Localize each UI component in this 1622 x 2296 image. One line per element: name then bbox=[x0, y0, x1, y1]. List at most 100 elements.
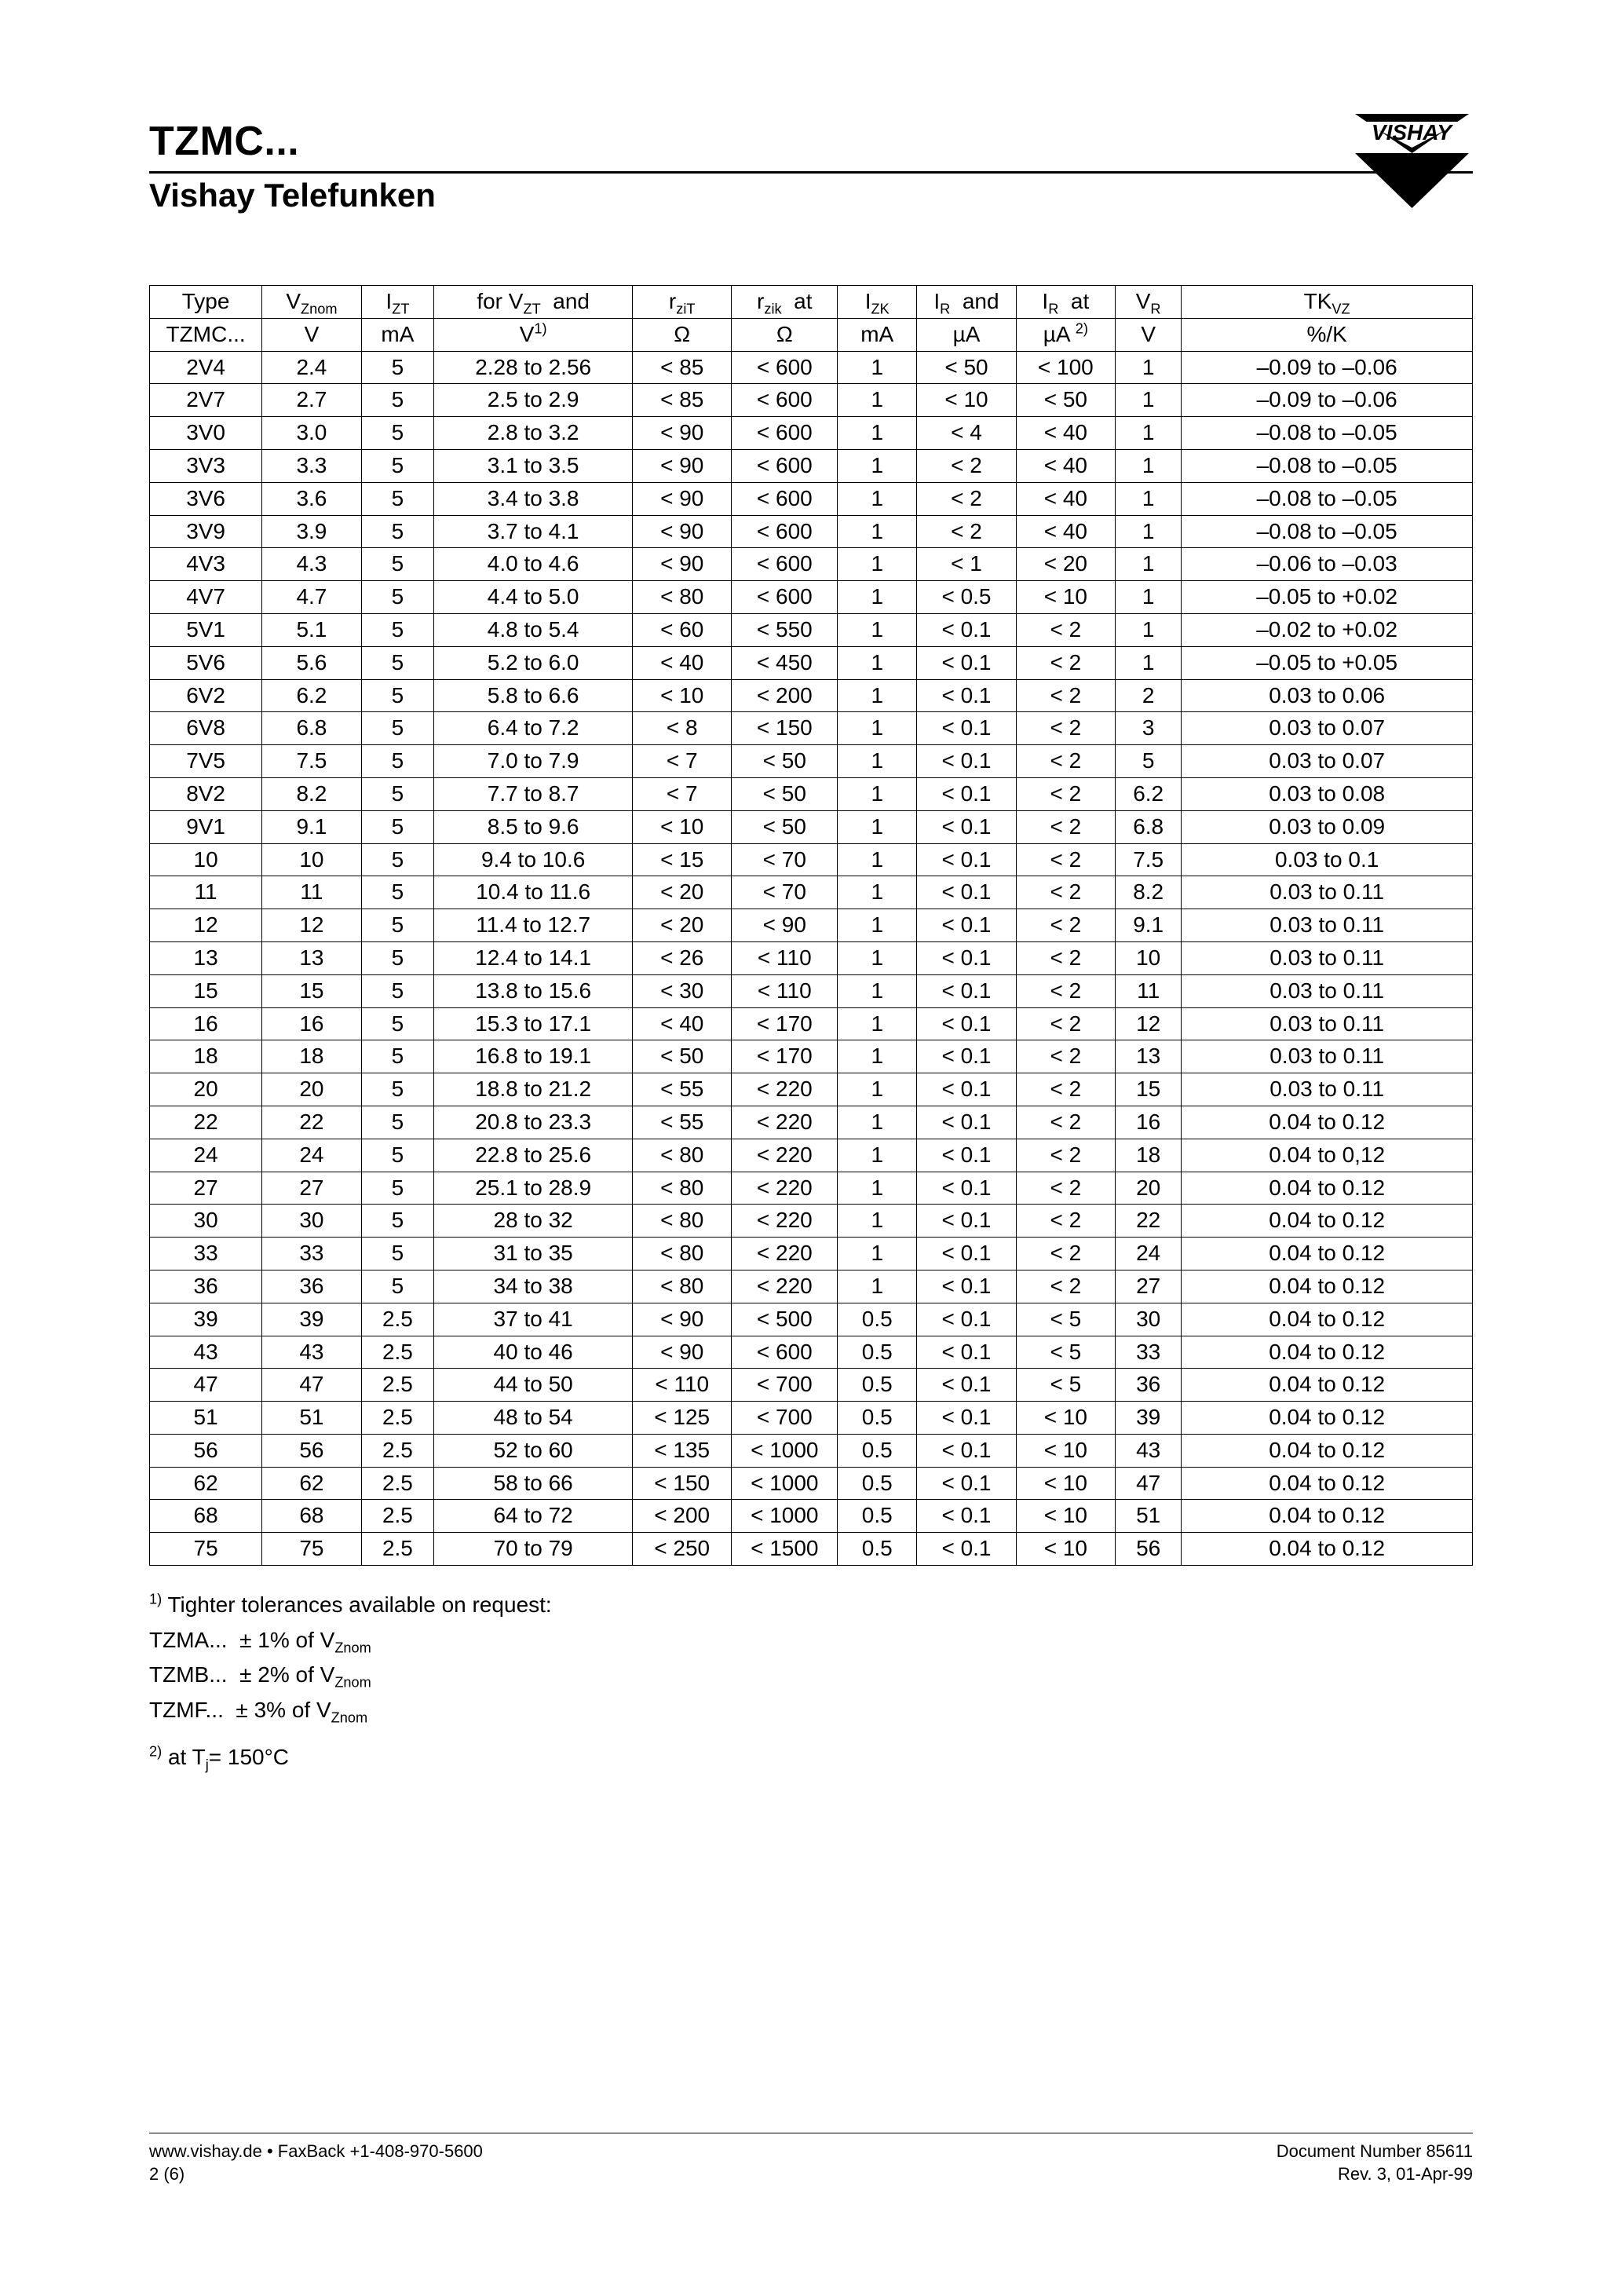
cell: < 150 bbox=[732, 712, 838, 745]
cell: < 8 bbox=[633, 712, 732, 745]
cell: 5 bbox=[361, 941, 434, 974]
cell: 3 bbox=[1116, 712, 1182, 745]
cell: < 1000 bbox=[732, 1467, 838, 1500]
cell: < 0.1 bbox=[917, 974, 1016, 1007]
table-body: 2V42.452.28 to 2.56< 85< 6001< 50< 1001–… bbox=[150, 351, 1473, 1565]
cell: 5.1 bbox=[262, 613, 361, 646]
cell: 34 to 38 bbox=[434, 1270, 633, 1303]
cell: < 0.1 bbox=[917, 1402, 1016, 1435]
cell: < 30 bbox=[633, 974, 732, 1007]
col-header-izk: IZK bbox=[838, 286, 917, 319]
cell: 0.03 to 0.09 bbox=[1182, 810, 1473, 843]
cell: < 600 bbox=[732, 482, 838, 515]
cell: 9.1 bbox=[262, 810, 361, 843]
cell: < 50 bbox=[732, 810, 838, 843]
cell: 5 bbox=[361, 384, 434, 417]
cell: < 0.1 bbox=[917, 1172, 1016, 1205]
cell: 1 bbox=[838, 909, 917, 942]
cell: < 50 bbox=[633, 1040, 732, 1073]
cell: 75 bbox=[262, 1533, 361, 1566]
cell: 13 bbox=[150, 941, 262, 974]
col-unit-izk: mA bbox=[838, 318, 917, 351]
cell: < 10 bbox=[1016, 1533, 1115, 1566]
footnote-1-intro: 1) Tighter tolerances available on reque… bbox=[149, 1589, 1473, 1621]
cell: 75 bbox=[150, 1533, 262, 1566]
footnote-tzmb: TZMB... ± 2% of VZnom bbox=[149, 1659, 1473, 1691]
table-row: 3V93.953.7 to 4.1< 90< 6001< 2< 401–0.08… bbox=[150, 515, 1473, 548]
cell: 24 bbox=[150, 1139, 262, 1172]
cell: 33 bbox=[1116, 1336, 1182, 1369]
cell: 22.8 to 25.6 bbox=[434, 1139, 633, 1172]
cell: 15 bbox=[1116, 1073, 1182, 1106]
cell: 5 bbox=[361, 1238, 434, 1270]
cell: 5 bbox=[361, 777, 434, 810]
cell: 30 bbox=[1116, 1303, 1182, 1336]
cell: < 0.1 bbox=[917, 909, 1016, 942]
cell: 1 bbox=[838, 679, 917, 712]
cell: –0.02 to +0.02 bbox=[1182, 613, 1473, 646]
cell: 1 bbox=[838, 581, 917, 614]
table-row: 4V34.354.0 to 4.6< 90< 6001< 1< 201–0.06… bbox=[150, 548, 1473, 581]
cell: 18.8 to 21.2 bbox=[434, 1073, 633, 1106]
cell: 36 bbox=[1116, 1369, 1182, 1402]
cell: 44 to 50 bbox=[434, 1369, 633, 1402]
cell: < 600 bbox=[732, 581, 838, 614]
cell: < 90 bbox=[633, 548, 732, 581]
footer-left: www.vishay.de • FaxBack +1-408-970-5600 … bbox=[149, 2140, 483, 2186]
cell: < 170 bbox=[732, 1007, 838, 1040]
cell: < 110 bbox=[732, 941, 838, 974]
cell: 20.8 to 23.3 bbox=[434, 1106, 633, 1139]
cell: < 0.1 bbox=[917, 843, 1016, 876]
table-row: 4V74.754.4 to 5.0< 80< 6001< 0.5< 101–0.… bbox=[150, 581, 1473, 614]
cell: 24 bbox=[1116, 1238, 1182, 1270]
cell: < 1000 bbox=[732, 1500, 838, 1533]
cell: 10 bbox=[1116, 941, 1182, 974]
cell: 5 bbox=[361, 1106, 434, 1139]
cell: 9.1 bbox=[1116, 909, 1182, 942]
cell: 58 to 66 bbox=[434, 1467, 633, 1500]
cell: 8.2 bbox=[262, 777, 361, 810]
cell: 5 bbox=[361, 1040, 434, 1073]
cell: 0.5 bbox=[838, 1533, 917, 1566]
cell: 1 bbox=[838, 482, 917, 515]
cell: 13 bbox=[1116, 1040, 1182, 1073]
cell: 3.7 to 4.1 bbox=[434, 515, 633, 548]
cell: 33 bbox=[150, 1238, 262, 1270]
cell: 4V3 bbox=[150, 548, 262, 581]
cell: < 50 bbox=[732, 777, 838, 810]
cell: 18 bbox=[262, 1040, 361, 1073]
cell: 1 bbox=[838, 1270, 917, 1303]
cell: 1 bbox=[838, 417, 917, 450]
cell: 5V1 bbox=[150, 613, 262, 646]
cell: < 2 bbox=[1016, 1073, 1115, 1106]
footer-docnum: Document Number 85611 bbox=[1277, 2140, 1473, 2163]
page-footer: www.vishay.de • FaxBack +1-408-970-5600 … bbox=[149, 2133, 1473, 2186]
cell: < 0.1 bbox=[917, 712, 1016, 745]
cell: 1 bbox=[1116, 351, 1182, 384]
cell: –0.05 to +0.02 bbox=[1182, 581, 1473, 614]
cell: 1 bbox=[838, 351, 917, 384]
cell: 1 bbox=[838, 1040, 917, 1073]
cell: 1 bbox=[1116, 482, 1182, 515]
table-row: 56562.552 to 60< 135< 10000.5< 0.1< 1043… bbox=[150, 1434, 1473, 1467]
cell: < 0.1 bbox=[917, 1500, 1016, 1533]
cell: 5 bbox=[361, 548, 434, 581]
cell: 5V6 bbox=[150, 646, 262, 679]
cell: 1 bbox=[1116, 384, 1182, 417]
cell: 31 to 35 bbox=[434, 1238, 633, 1270]
cell: 51 bbox=[1116, 1500, 1182, 1533]
cell: 4.8 to 5.4 bbox=[434, 613, 633, 646]
cell: 2.5 to 2.9 bbox=[434, 384, 633, 417]
cell: 0.03 to 0.11 bbox=[1182, 876, 1473, 909]
cell: < 2 bbox=[1016, 1007, 1115, 1040]
cell: 47 bbox=[262, 1369, 361, 1402]
cell: 1 bbox=[838, 1139, 917, 1172]
footer-right: Document Number 85611 Rev. 3, 01-Apr-99 bbox=[1277, 2140, 1473, 2186]
cell: 5 bbox=[361, 581, 434, 614]
datasheet-page: TZMC... Vishay Telefunken VISHAY TypeVZn… bbox=[0, 0, 1622, 2296]
cell: 5 bbox=[361, 613, 434, 646]
cell: 5 bbox=[361, 351, 434, 384]
cell: 1 bbox=[838, 449, 917, 482]
cell: 36 bbox=[262, 1270, 361, 1303]
cell: < 100 bbox=[1016, 351, 1115, 384]
